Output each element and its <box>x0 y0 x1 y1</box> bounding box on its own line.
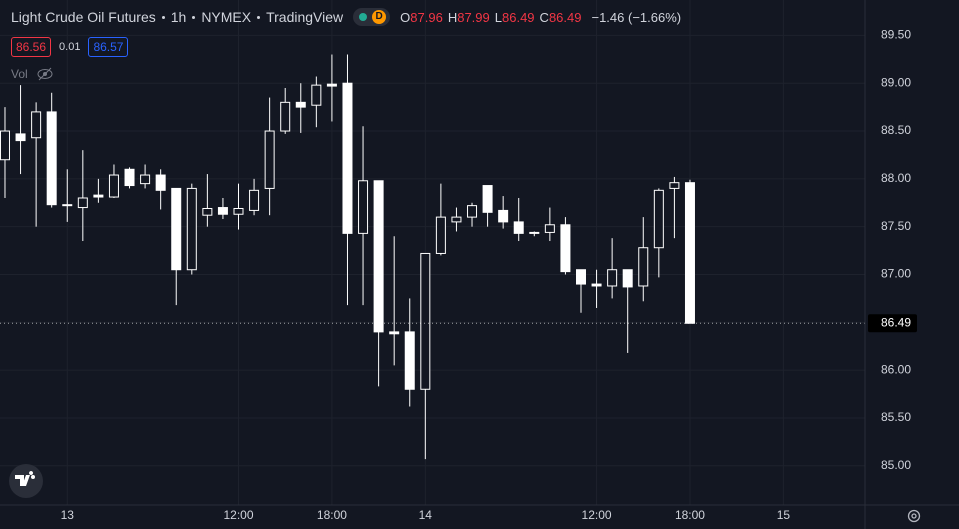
candle-body <box>155 174 166 191</box>
badge: D <box>372 10 387 24</box>
y-tick-label: 89.50 <box>881 28 911 42</box>
candle-body <box>544 224 555 233</box>
candle-body <box>513 221 524 234</box>
candle-body <box>498 209 509 223</box>
candles <box>0 54 865 460</box>
last-price-box <box>868 314 917 333</box>
candle-body <box>0 130 10 161</box>
ask[interactable]: 86.57 <box>88 37 129 57</box>
candle-body <box>93 194 104 198</box>
ohlc-label: H <box>447 9 458 25</box>
y-tick-label: 89.00 <box>881 75 911 89</box>
settings-icon[interactable] <box>907 509 921 523</box>
x-tick-label: 12:00 <box>582 508 612 522</box>
header: Light Crude Oil Futures 1h NYMEX Trading… <box>11 8 681 26</box>
y-tick-label: 88.50 <box>881 123 911 137</box>
candle-body <box>420 252 431 390</box>
candle-body <box>31 111 42 139</box>
interval: 1h <box>170 9 187 25</box>
spread: 0.01 <box>59 41 81 53</box>
y-tick-label: 87.00 <box>881 267 911 281</box>
candle-body <box>295 101 306 108</box>
ohlc-label: L <box>494 9 502 25</box>
ohlc-value: 86.49 <box>502 9 535 25</box>
status-badges[interactable]: D <box>353 8 391 26</box>
candle-body <box>653 189 664 249</box>
symbol: Light Crude Oil Futures <box>11 9 156 25</box>
y-tick-label: 85.00 <box>881 458 911 472</box>
x-tick-label: 18:00 <box>675 508 705 522</box>
candle-body <box>591 283 602 287</box>
y-tick-label: 86.00 <box>881 362 911 376</box>
y-tick-label: 87.50 <box>881 219 911 233</box>
y-tick-label: 85.50 <box>881 410 911 424</box>
candle-body <box>404 331 415 390</box>
last-price-label: 86.49 <box>881 315 911 329</box>
hide-icon[interactable] <box>36 67 54 81</box>
candle-body <box>482 185 493 213</box>
volume-label: Vol <box>11 67 28 81</box>
exchange: NYMEX <box>201 9 252 25</box>
candle-body <box>140 174 151 185</box>
ohlc-label: C <box>539 9 549 25</box>
grid <box>0 0 865 505</box>
ohlc-value: 87.96 <box>410 9 443 25</box>
ohlc: O87.96 H87.99 L86.49 C86.49 <box>400 10 586 25</box>
volume-row: Vol <box>11 67 54 81</box>
candle-body <box>280 101 291 132</box>
candle-body <box>202 208 213 216</box>
candle-body <box>62 204 73 207</box>
candle-body <box>77 197 88 209</box>
candle-body <box>342 82 353 234</box>
candle-body <box>217 207 228 215</box>
candle-body <box>467 205 478 218</box>
axes: 85.0085.5086.0086.5087.0087.5088.0088.50… <box>61 28 917 522</box>
candle-body <box>311 84 322 106</box>
tv-logo[interactable] <box>9 464 43 498</box>
x-tick-label: 15 <box>777 508 791 522</box>
ohlc-value: 87.99 <box>457 9 490 25</box>
candle-body <box>171 187 182 271</box>
candle-body <box>358 180 369 234</box>
candle-body <box>373 180 384 333</box>
bid[interactable]: 86.56 <box>11 37 52 57</box>
candle-body <box>249 189 260 211</box>
candle-body <box>607 269 618 287</box>
ohlc-label: O <box>400 9 411 25</box>
change: −1.46 (−1.66%) <box>591 9 682 25</box>
candle-body <box>389 331 400 335</box>
candle-body <box>560 224 571 273</box>
candle-body <box>186 187 197 271</box>
x-tick-label: 12:00 <box>223 508 253 522</box>
candle-body <box>669 182 680 189</box>
candle-body <box>638 247 649 287</box>
candle-body <box>46 111 57 206</box>
candle-body <box>264 130 275 189</box>
candle-body <box>233 208 244 215</box>
candle-body <box>684 182 695 324</box>
candle-body <box>435 216 446 254</box>
x-tick-label: 13 <box>61 508 75 522</box>
candle-body <box>575 269 586 285</box>
candle-body <box>15 133 26 142</box>
y-tick-label: 88.00 <box>881 171 911 185</box>
candle-body <box>622 269 633 288</box>
candle-body <box>124 168 135 187</box>
ohlc-value: 86.49 <box>548 9 582 25</box>
quote: 86.56 0.01 86.57 <box>11 37 129 57</box>
candle-body <box>451 216 462 223</box>
candle-body <box>326 83 337 87</box>
source: TradingView <box>266 9 344 25</box>
x-tick-label: 18:00 <box>317 508 347 522</box>
x-tick-label: 14 <box>419 508 433 522</box>
candle-body <box>529 231 540 234</box>
candle-body <box>108 174 119 198</box>
